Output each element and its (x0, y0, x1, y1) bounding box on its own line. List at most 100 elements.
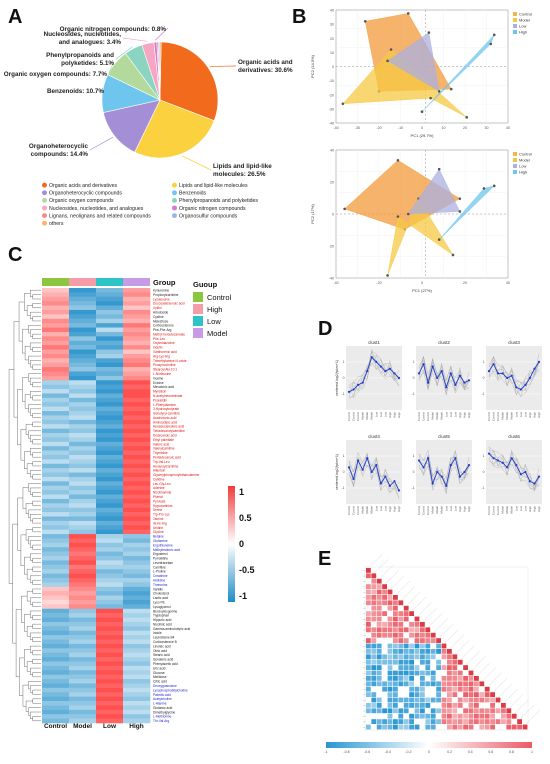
row-label: Ergosterol (153, 552, 168, 556)
corr-cell (393, 703, 398, 708)
heatmap-cell (123, 494, 151, 500)
heatmap-cell (42, 586, 70, 592)
corr-cell (474, 713, 479, 719)
heatmap-cell (96, 617, 124, 623)
pca-legend-label: Model (519, 18, 530, 23)
heatmap-cell (123, 670, 151, 675)
heatmap-cell (96, 393, 124, 399)
panel-letter-b: B (292, 6, 307, 28)
corr-cell (382, 681, 387, 687)
heatmap-cell (42, 375, 70, 381)
corr-cell (409, 697, 414, 703)
heatmap-cell (42, 657, 70, 662)
pca-point (420, 110, 424, 113)
heatmap-cell (96, 437, 124, 443)
heatmap-cell (69, 301, 97, 306)
corr-cell (403, 665, 409, 670)
column-label: Control (44, 723, 67, 730)
corr-cell (430, 638, 436, 643)
heatmap-cell (96, 411, 124, 416)
dendrogram-branch (32, 518, 41, 524)
corr-cell (398, 681, 404, 687)
pca-point (437, 167, 441, 171)
heatmap-cell (96, 433, 124, 438)
corr-cell (452, 724, 458, 730)
corr-diagonal-tick (427, 613, 443, 628)
corr-cell (452, 719, 458, 724)
dendrogram-branch (32, 527, 41, 533)
corr-diagonal-cell (457, 659, 463, 665)
pca-point (389, 48, 393, 51)
corr-cell (436, 665, 441, 670)
corr-cell (382, 686, 387, 692)
corr-scale-tick: -0.8 (343, 750, 349, 754)
corr-cell (447, 665, 452, 670)
heatmap-cell (123, 358, 151, 363)
corr-cell (430, 681, 436, 687)
row-label: Valerylcarnitine (153, 447, 175, 451)
heatmap-cell (42, 569, 70, 574)
cluster-x-tick: Low (453, 505, 457, 511)
corr-cell (403, 670, 409, 676)
group-legend-label: Low (207, 317, 221, 326)
heatmap-cell (96, 336, 124, 342)
dendrogram-branch (30, 553, 41, 561)
heatmap-cell (42, 556, 70, 561)
dendrogram-branch (32, 364, 41, 370)
heatmap-cell (96, 503, 124, 508)
row-label: Serine (153, 508, 162, 512)
row-label: Benzoylecgonine (153, 609, 178, 613)
cluster-mean-point (458, 475, 462, 478)
cluster-y-tick: 0 (413, 470, 415, 474)
corr-cell (425, 632, 431, 638)
heatmap-cell (69, 296, 97, 302)
heatmap-cell (69, 630, 97, 636)
corr-cell (387, 692, 393, 697)
heatmap-cell (96, 529, 124, 535)
heatmap-cell (123, 569, 151, 574)
row-label: Ethyl palmitate (153, 438, 174, 442)
corr-cell (366, 692, 371, 697)
cluster-mean-point (356, 459, 360, 462)
heatmap-cell (69, 345, 97, 350)
heatmap-cell (123, 362, 151, 368)
heatmap-cell (69, 349, 97, 355)
corr-cell (398, 708, 404, 714)
heatmap-cell (123, 393, 151, 399)
corr-cell (376, 697, 382, 703)
heatmap-cell (123, 340, 151, 346)
corr-cell (371, 627, 377, 633)
heatmap-cell (69, 683, 97, 689)
panel-letter-c: C (8, 244, 23, 266)
corr-diagonal-tick (384, 570, 400, 585)
corr-cell (371, 708, 377, 714)
heatmap-cell (42, 670, 70, 675)
cluster-mean-point (388, 367, 392, 370)
dendrogram-branch (26, 591, 33, 602)
corr-cell (468, 676, 474, 681)
pca-legend-label: Low (519, 24, 526, 29)
heatmap-cell (42, 292, 70, 298)
corr-cell (479, 708, 485, 714)
heatmap-cell (69, 648, 97, 653)
corr-cell (393, 681, 398, 687)
cluster-y-tick: 1 (343, 454, 345, 458)
corr-cell (420, 654, 425, 660)
legend-label: Benzenoids (179, 191, 207, 197)
heatmap-cell (96, 353, 124, 359)
corr-frame (364, 566, 529, 731)
corr-cell (447, 724, 452, 730)
corr-cell (414, 627, 420, 633)
corr-cell (393, 605, 398, 611)
heatmap-cell (69, 498, 97, 504)
corr-cell (393, 627, 398, 633)
pca-y-tick: -40 (329, 277, 334, 281)
cluster-mean-point (515, 386, 518, 389)
heatmap-cell (69, 380, 97, 385)
corr-cell (420, 681, 425, 687)
pie-leader-line (100, 89, 107, 94)
heatmap-cell (69, 331, 97, 337)
row-label: Kynurenine (153, 289, 169, 293)
heatmap-cell (42, 687, 70, 693)
heatmap-cell (123, 556, 151, 561)
